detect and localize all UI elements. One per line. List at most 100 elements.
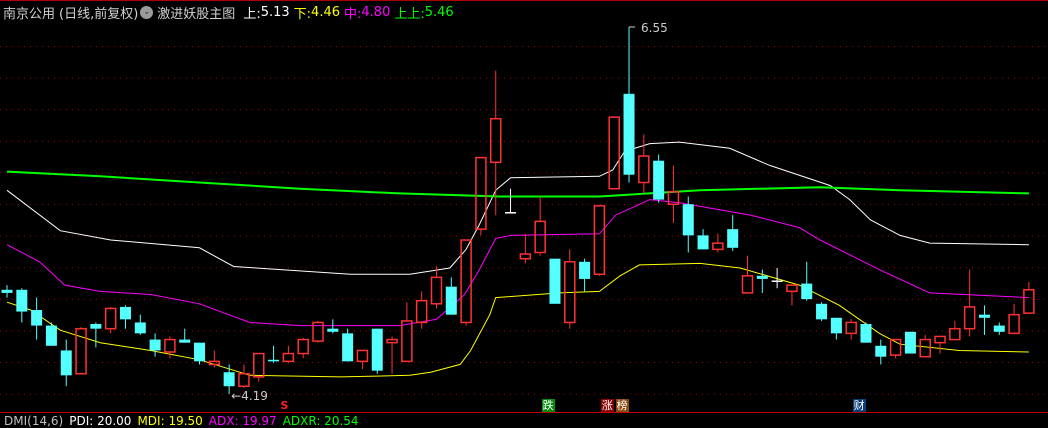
candle[interactable] [564, 249, 576, 329]
candle[interactable] [460, 239, 472, 326]
candle[interactable] [208, 350, 221, 368]
lower-label: 下: [293, 6, 312, 22]
candle[interactable] [445, 277, 457, 315]
candle[interactable] [934, 335, 946, 354]
candle[interactable] [223, 364, 235, 394]
candle[interactable] [342, 328, 354, 362]
mid-band-line [6, 199, 1029, 327]
candle[interactable] [297, 338, 309, 359]
candle[interactable] [638, 134, 650, 194]
candle[interactable] [667, 165, 680, 223]
candle[interactable] [801, 261, 813, 301]
candle[interactable] [149, 333, 161, 357]
candle[interactable] [756, 269, 768, 293]
stock-name: 南京公用 [3, 6, 56, 22]
candle[interactable] [134, 314, 146, 335]
dmi-title[interactable]: DMI(14,6) [4, 414, 64, 428]
candle[interactable] [534, 196, 546, 256]
candle-body [119, 306, 131, 320]
candle[interactable] [60, 339, 72, 387]
candle[interactable] [904, 331, 916, 354]
high-price-label: 6.55 [641, 21, 668, 35]
candle[interactable] [282, 345, 295, 363]
candle[interactable] [963, 269, 976, 337]
candle[interactable] [489, 70, 502, 216]
candle-body [505, 212, 517, 214]
candlestick-chart[interactable]: 6.55 ←4.19 [0, 0, 1048, 412]
candle[interactable] [816, 302, 828, 321]
candle[interactable] [875, 339, 887, 365]
candle[interactable] [1023, 282, 1035, 314]
candle-body [104, 307, 117, 330]
candle[interactable] [119, 305, 131, 329]
candle[interactable] [179, 328, 191, 343]
candle[interactable] [978, 305, 990, 335]
candle-body [460, 239, 472, 324]
candle[interactable] [356, 349, 369, 370]
mid-label: 中: [344, 6, 362, 22]
candle[interactable] [194, 342, 206, 365]
candle-body [786, 284, 798, 293]
candle[interactable] [238, 364, 250, 388]
adxr-value: ADXR: 20.54 [282, 414, 359, 428]
candle[interactable] [519, 233, 532, 264]
candle[interactable] [253, 352, 265, 382]
candle[interactable] [104, 306, 117, 334]
chevron-down-icon[interactable]: ⌄ [140, 5, 154, 19]
candle[interactable] [697, 229, 709, 250]
candle[interactable] [268, 345, 280, 363]
candle[interactable] [371, 328, 383, 374]
candle[interactable] [727, 215, 739, 251]
pdi-value: PDI: 20.00 [69, 414, 132, 428]
candle[interactable] [845, 319, 857, 340]
signal-marker: 涨 [600, 399, 614, 412]
candle[interactable] [45, 322, 57, 346]
candle[interactable] [579, 258, 591, 292]
panel-divider [0, 412, 1048, 413]
candle[interactable] [16, 288, 28, 323]
candle[interactable] [741, 255, 754, 294]
candle[interactable] [682, 196, 694, 253]
candle[interactable] [415, 291, 428, 329]
candle[interactable] [164, 336, 176, 359]
candle[interactable] [549, 258, 561, 304]
candle-body [682, 204, 694, 236]
candle[interactable] [830, 317, 842, 340]
candle[interactable] [505, 188, 517, 214]
candle[interactable] [401, 302, 413, 363]
candle[interactable] [993, 322, 1005, 335]
candle-body [889, 338, 902, 356]
upper2-value: 5.46 [424, 4, 454, 20]
candle[interactable] [712, 233, 724, 253]
indicator-name[interactable]: 激进妖股主图 [157, 6, 236, 22]
candle[interactable] [919, 334, 931, 358]
candle[interactable] [75, 327, 87, 375]
candle[interactable] [327, 319, 339, 334]
candle-body [489, 117, 502, 164]
candle[interactable] [653, 154, 665, 203]
candle-body [208, 360, 221, 366]
candle[interactable] [31, 297, 43, 340]
candle[interactable] [1008, 303, 1020, 335]
dmi-indicator-bar: DMI(14,6) PDI: 20.00 MDI: 19.50 ADX: 19.… [4, 414, 365, 428]
period-label: (日线,前复权) [59, 6, 139, 22]
candle-body [816, 303, 828, 320]
candle[interactable] [889, 338, 902, 359]
upper2-label: 上上: [394, 6, 425, 22]
candle-body [342, 333, 354, 362]
candle[interactable] [475, 156, 487, 236]
candle[interactable] [593, 205, 606, 276]
candle[interactable] [860, 322, 872, 343]
candle-body [134, 322, 146, 334]
candle-body [727, 229, 739, 248]
candle[interactable] [90, 322, 102, 348]
candle[interactable] [430, 266, 443, 309]
candle[interactable] [608, 116, 620, 190]
candle[interactable] [786, 284, 798, 306]
candle[interactable] [1, 285, 13, 298]
candle[interactable] [312, 320, 324, 343]
candle[interactable] [386, 336, 398, 374]
candle[interactable] [949, 320, 961, 341]
candle[interactable] [623, 26, 635, 183]
candle[interactable] [771, 268, 783, 289]
